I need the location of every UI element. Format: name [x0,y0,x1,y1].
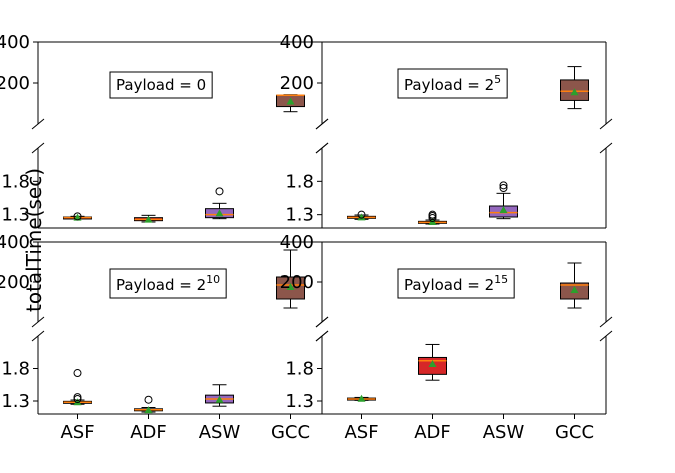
panel-label-box [109,71,213,99]
mean-marker [357,213,366,221]
mean-marker [215,209,224,217]
y-tick-label: 400 [0,232,30,253]
mean-marker [357,394,366,402]
y-tick-label: 200 [280,73,314,94]
y-tick-label: 1.8 [1,359,30,380]
axis-break-mark [599,330,613,342]
axis-break-mark [599,118,613,130]
outlier-point [499,184,508,192]
x-tick-label: GCC [555,422,594,443]
outlier-point [215,187,224,196]
box-asf [347,210,376,221]
mean-marker [570,286,579,293]
box-asf [63,369,92,406]
panel-label: Payload = 25 [404,73,501,94]
y-tick-label: 1.3 [1,205,30,226]
outlier-point [144,395,153,404]
mean-marker [144,215,153,223]
axis-break-mark [31,330,45,342]
outlier-point [357,210,366,219]
y-tick-label: 1.3 [285,205,314,226]
box-adf [418,343,447,381]
y-tick-label: 1.3 [285,391,314,412]
x-tick-label: ADF [414,422,451,443]
y-axis-label: totalTime(sec) [22,168,46,312]
axis-break-mark [31,316,45,328]
x-tick-label: ASW [199,422,241,443]
outlier-point [73,393,82,402]
axis-break-mark [315,142,329,154]
outlier-point [73,395,82,404]
axis-break-mark [599,142,613,154]
outlier-point [73,369,82,378]
y-tick-label: 1.8 [285,171,314,192]
mean-marker [499,206,508,213]
outlier-point [428,210,437,219]
mean-marker [286,283,295,290]
x-tick-label: ADF [130,422,167,443]
box-asf [347,394,376,402]
box-gcc [276,249,305,309]
mean-marker [215,395,224,403]
y-tick-label: 1.8 [1,171,30,192]
mean-marker [286,97,295,105]
box-gcc [560,66,589,110]
y-tick-label: 400 [0,32,30,53]
mean-marker [428,359,437,367]
panel-label-box [397,268,515,299]
x-tick-label: ASW [483,422,525,443]
panel-label-box [109,268,227,299]
y-tick-label: 1.3 [1,391,30,412]
axis-break-mark [599,316,613,328]
box-asw [489,181,518,220]
y-tick-label: 200 [0,73,30,94]
panel-0: 200 400 1.3 1.8 Payload = 0 [0,32,329,229]
box-adf [418,210,447,225]
axis-break-mark [315,316,329,328]
outlier-point [499,181,508,190]
outlier-point [428,214,437,222]
x-tick-label: ASF [344,422,378,443]
box-gcc [276,94,305,113]
axis-break-mark [315,330,329,342]
panel-1: 200 400 1.3 1.8 Payload = 25 [280,32,613,229]
panel-2: 200 400 1.3 1.8 Payload = 210 ASF ADF ASW GCC [0,232,329,443]
panel-3: 200 400 1.3 1.8 Payload = 215 ASF ADF ASW GCC [280,232,613,443]
x-tick-label: GCC [271,422,310,443]
box-gcc [560,262,589,309]
y-tick-label: 400 [280,32,314,53]
axis-break-mark [31,142,45,154]
mean-marker [144,406,153,414]
x-tick-label: ASF [60,422,94,443]
box-adf [134,395,163,414]
panel-label: Payload = 0 [116,76,206,94]
box-asw [205,187,234,220]
y-tick-label: 400 [280,232,314,253]
box-asw [205,384,234,407]
axis-break-mark [31,118,45,130]
y-tick-label: 200 [0,272,30,293]
box-asf [63,212,92,221]
panel-label-box [397,68,508,99]
mean-marker [570,88,579,96]
mean-marker [73,398,82,406]
panel-label: Payload = 215 [404,273,508,294]
box-adf [134,214,163,223]
y-tick-label: 200 [280,272,314,293]
axis-break-mark [315,118,329,130]
panel-label: Payload = 210 [116,273,220,294]
outlier-point [73,212,82,221]
y-tick-label: 1.8 [285,359,314,380]
